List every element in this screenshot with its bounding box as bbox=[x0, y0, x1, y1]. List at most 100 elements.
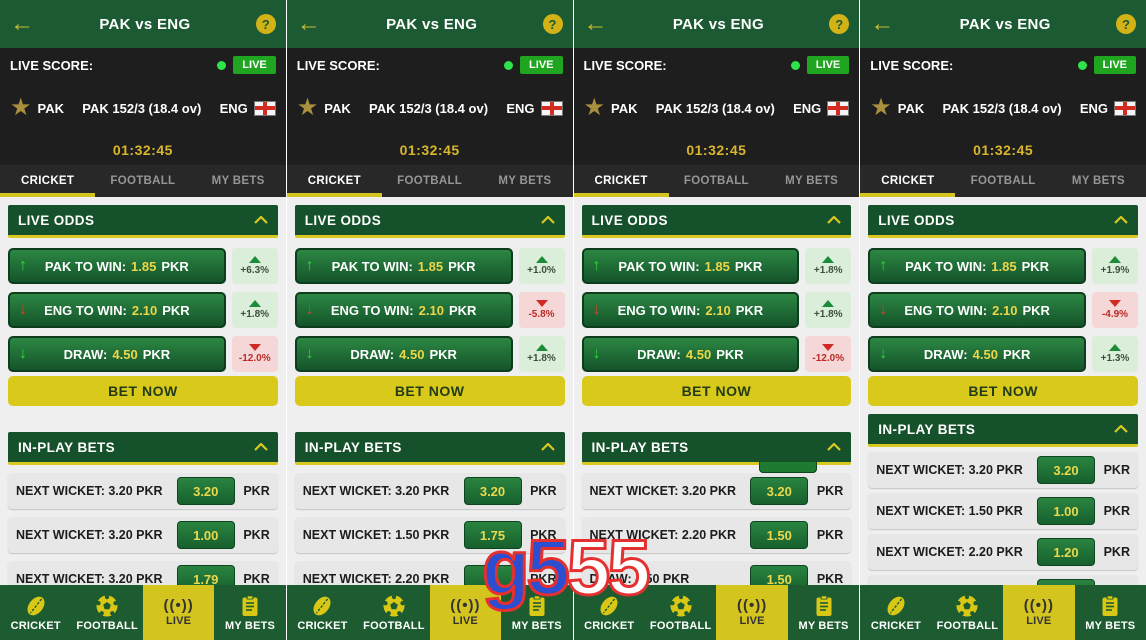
inplay-odds-button[interactable]: 1.75 bbox=[463, 521, 522, 549]
triangle-down-icon bbox=[248, 344, 261, 351]
back-arrow-icon[interactable]: ← bbox=[870, 10, 895, 37]
nav-label: FOOTBALL bbox=[363, 619, 425, 632]
inplay-odds-button[interactable]: 1.79 bbox=[176, 565, 235, 585]
nav-cricket[interactable]: CRICKET bbox=[0, 585, 71, 640]
help-icon[interactable]: ? bbox=[255, 14, 276, 34]
tab-football[interactable]: FOOTBALL bbox=[110, 175, 176, 187]
inplay-odds-button[interactable]: 1.00 bbox=[176, 521, 235, 549]
bet-now-button[interactable]: BET NOW bbox=[8, 376, 278, 406]
odds-button-pak-win[interactable]: ↑ PAK TO WIN: 1.85 PKR bbox=[8, 248, 226, 284]
odds-button-eng-win[interactable]: ↓ ENG TO WIN: 2.10 PKR bbox=[8, 292, 226, 328]
match-timer: 01:32:45 bbox=[112, 142, 173, 158]
mybets-clipboard-icon bbox=[242, 595, 258, 616]
triangle-down-icon bbox=[1109, 300, 1121, 307]
inplay-odds-button[interactable]: 4.50 bbox=[1037, 579, 1095, 585]
inplay-odds-button[interactable]: 1.50 bbox=[750, 565, 809, 585]
tab-cricket[interactable]: CRICKET bbox=[307, 175, 361, 187]
nav-mybets[interactable]: MY BETS bbox=[501, 585, 572, 640]
inplay-bets-header[interactable]: IN-PLAY BETS bbox=[294, 432, 565, 465]
nav-live[interactable]: ((•)) LIVE bbox=[142, 585, 215, 640]
back-arrow-icon[interactable]: ← bbox=[10, 10, 34, 37]
back-arrow-icon[interactable]: ← bbox=[583, 10, 608, 37]
inplay-odds-button[interactable]: 1.50 bbox=[750, 521, 809, 549]
nav-cricket[interactable]: CRICKET bbox=[287, 585, 358, 640]
live-score-label: LIVE SCORE: bbox=[583, 57, 667, 73]
nav-cricket[interactable]: CRICKET bbox=[574, 585, 645, 640]
odds-button-draw[interactable]: ↓ DRAW: 4.50 PKR bbox=[294, 336, 513, 372]
team-home: ★ PAK bbox=[870, 96, 924, 120]
bet-now-button[interactable]: BET NOW bbox=[294, 376, 565, 406]
inplay-odds-button[interactable]: 3.20 bbox=[750, 477, 809, 505]
change-percent: +6.3% bbox=[240, 265, 270, 276]
tab-mybets[interactable]: MY BETS bbox=[785, 175, 839, 187]
odds-button-pak-win[interactable]: ↑ PAK TO WIN: 1.85 PKR bbox=[294, 248, 513, 284]
nav-football[interactable]: FOOTBALL bbox=[645, 585, 716, 640]
teams-row: ★ PAK PAK 152/3 (18.4 ov) ENG bbox=[870, 96, 1136, 120]
tab-mybets[interactable]: MY BETS bbox=[211, 175, 265, 187]
odds-value: 2.10 bbox=[131, 302, 158, 318]
live-odds-header[interactable]: LIVE ODDS bbox=[581, 205, 852, 238]
nav-football[interactable]: FOOTBALL bbox=[932, 585, 1003, 640]
odds-value: 4.50 bbox=[972, 346, 998, 362]
page-title: PAK vs ENG bbox=[672, 15, 764, 33]
tab-cricket[interactable]: CRICKET bbox=[881, 175, 935, 187]
odds-button-pak-win[interactable]: ↑ PAK TO WIN: 1.85 PKR bbox=[868, 248, 1086, 284]
inplay-odds-button[interactable]: 1.00 bbox=[1037, 497, 1095, 525]
inplay-odds-button[interactable]: 3.20 bbox=[176, 477, 235, 505]
match-score: PAK 152/3 (18.4 ov) bbox=[942, 100, 1062, 116]
nav-cricket[interactable]: CRICKET bbox=[860, 585, 931, 640]
inplay-odds-button[interactable]: 3.20 bbox=[1037, 456, 1095, 484]
bottom-nav: CRICKET FOOTBALL ((•)) LIVE MY BETS bbox=[0, 585, 286, 640]
back-arrow-icon[interactable]: ← bbox=[296, 10, 321, 37]
live-odds-header[interactable]: LIVE ODDS bbox=[868, 205, 1138, 238]
inplay-odds-button[interactable]: 3.20 bbox=[463, 477, 522, 505]
tab-football[interactable]: FOOTBALL bbox=[970, 175, 1036, 187]
live-dot-icon bbox=[1077, 60, 1087, 70]
inplay-odds-button[interactable]: 1.20 bbox=[1037, 538, 1095, 566]
odds-button-draw[interactable]: ↓ DRAW: 4.50 PKR bbox=[581, 336, 800, 372]
triangle-up-icon bbox=[248, 300, 261, 307]
odds-currency: PKR bbox=[734, 258, 763, 274]
odds-button-eng-win[interactable]: ↓ ENG TO WIN: 2.10 PKR bbox=[581, 292, 800, 328]
odds-button-pak-win[interactable]: ↑ PAK TO WIN: 1.85 PKR bbox=[581, 248, 800, 284]
nav-football[interactable]: FOOTBALL bbox=[358, 585, 429, 640]
tab-mybets[interactable]: MY BETS bbox=[498, 175, 552, 187]
inplay-title: IN-PLAY BETS bbox=[304, 439, 402, 455]
help-icon[interactable]: ? bbox=[1116, 14, 1136, 34]
app-screen-2: ← PAK vs ENG ? LIVE SCORE: LIVE ★ PAK PA… bbox=[286, 0, 573, 640]
live-odds-header[interactable]: LIVE ODDS bbox=[294, 205, 565, 238]
nav-mybets[interactable]: MY BETS bbox=[214, 585, 285, 640]
change-percent: +1.8% bbox=[527, 353, 556, 364]
inplay-bets-header[interactable]: IN-PLAY BETS bbox=[581, 432, 852, 473]
team-away: ENG bbox=[1080, 100, 1136, 116]
bet-now-button[interactable]: BET NOW bbox=[581, 376, 852, 406]
inplay-bets-header[interactable]: IN-PLAY BETS bbox=[8, 432, 278, 465]
live-indicator: LIVE bbox=[504, 56, 563, 74]
nav-mybets[interactable]: MY BETS bbox=[1075, 585, 1146, 640]
nav-live[interactable]: ((•)) LIVE bbox=[429, 585, 502, 640]
inplay-odds-button[interactable] bbox=[463, 565, 522, 585]
tab-football[interactable]: FOOTBALL bbox=[397, 175, 463, 187]
live-odds-header[interactable]: LIVE ODDS bbox=[8, 205, 278, 238]
tab-cricket[interactable]: CRICKET bbox=[21, 175, 75, 187]
help-icon[interactable]: ? bbox=[542, 14, 563, 34]
nav-football[interactable]: FOOTBALL bbox=[71, 585, 142, 640]
odds-button-draw[interactable]: ↓ DRAW: 4.50 PKR bbox=[868, 336, 1086, 372]
change-badge: -5.8% bbox=[518, 292, 565, 328]
nav-mybets[interactable]: MY BETS bbox=[788, 585, 859, 640]
tab-mybets[interactable]: MY BETS bbox=[1071, 175, 1125, 187]
odds-row: ↓ ENG TO WIN: 2.10 PKR -4.9% bbox=[868, 292, 1138, 328]
inplay-bet-label: NEXT WICKET: 3.20 PKR bbox=[589, 484, 737, 498]
tab-cricket[interactable]: CRICKET bbox=[594, 175, 648, 187]
nav-live[interactable]: ((•)) LIVE bbox=[1003, 585, 1075, 640]
inplay-bets-header[interactable]: IN-PLAY BETS bbox=[868, 414, 1138, 447]
nav-live[interactable]: ((•)) LIVE bbox=[716, 585, 788, 640]
trend-down-arrow-icon: ↓ bbox=[879, 301, 888, 318]
odds-button-draw[interactable]: ↓ DRAW: 4.50 PKR bbox=[8, 336, 226, 372]
odds-button-eng-win[interactable]: ↓ ENG TO WIN: 2.10 PKR bbox=[868, 292, 1086, 328]
bet-now-button[interactable]: BET NOW bbox=[868, 376, 1138, 406]
odds-value: 1.85 bbox=[704, 258, 730, 274]
help-icon[interactable]: ? bbox=[829, 14, 850, 34]
tab-football[interactable]: FOOTBALL bbox=[683, 175, 749, 187]
odds-button-eng-win[interactable]: ↓ ENG TO WIN: 2.10 PKR bbox=[294, 292, 513, 328]
